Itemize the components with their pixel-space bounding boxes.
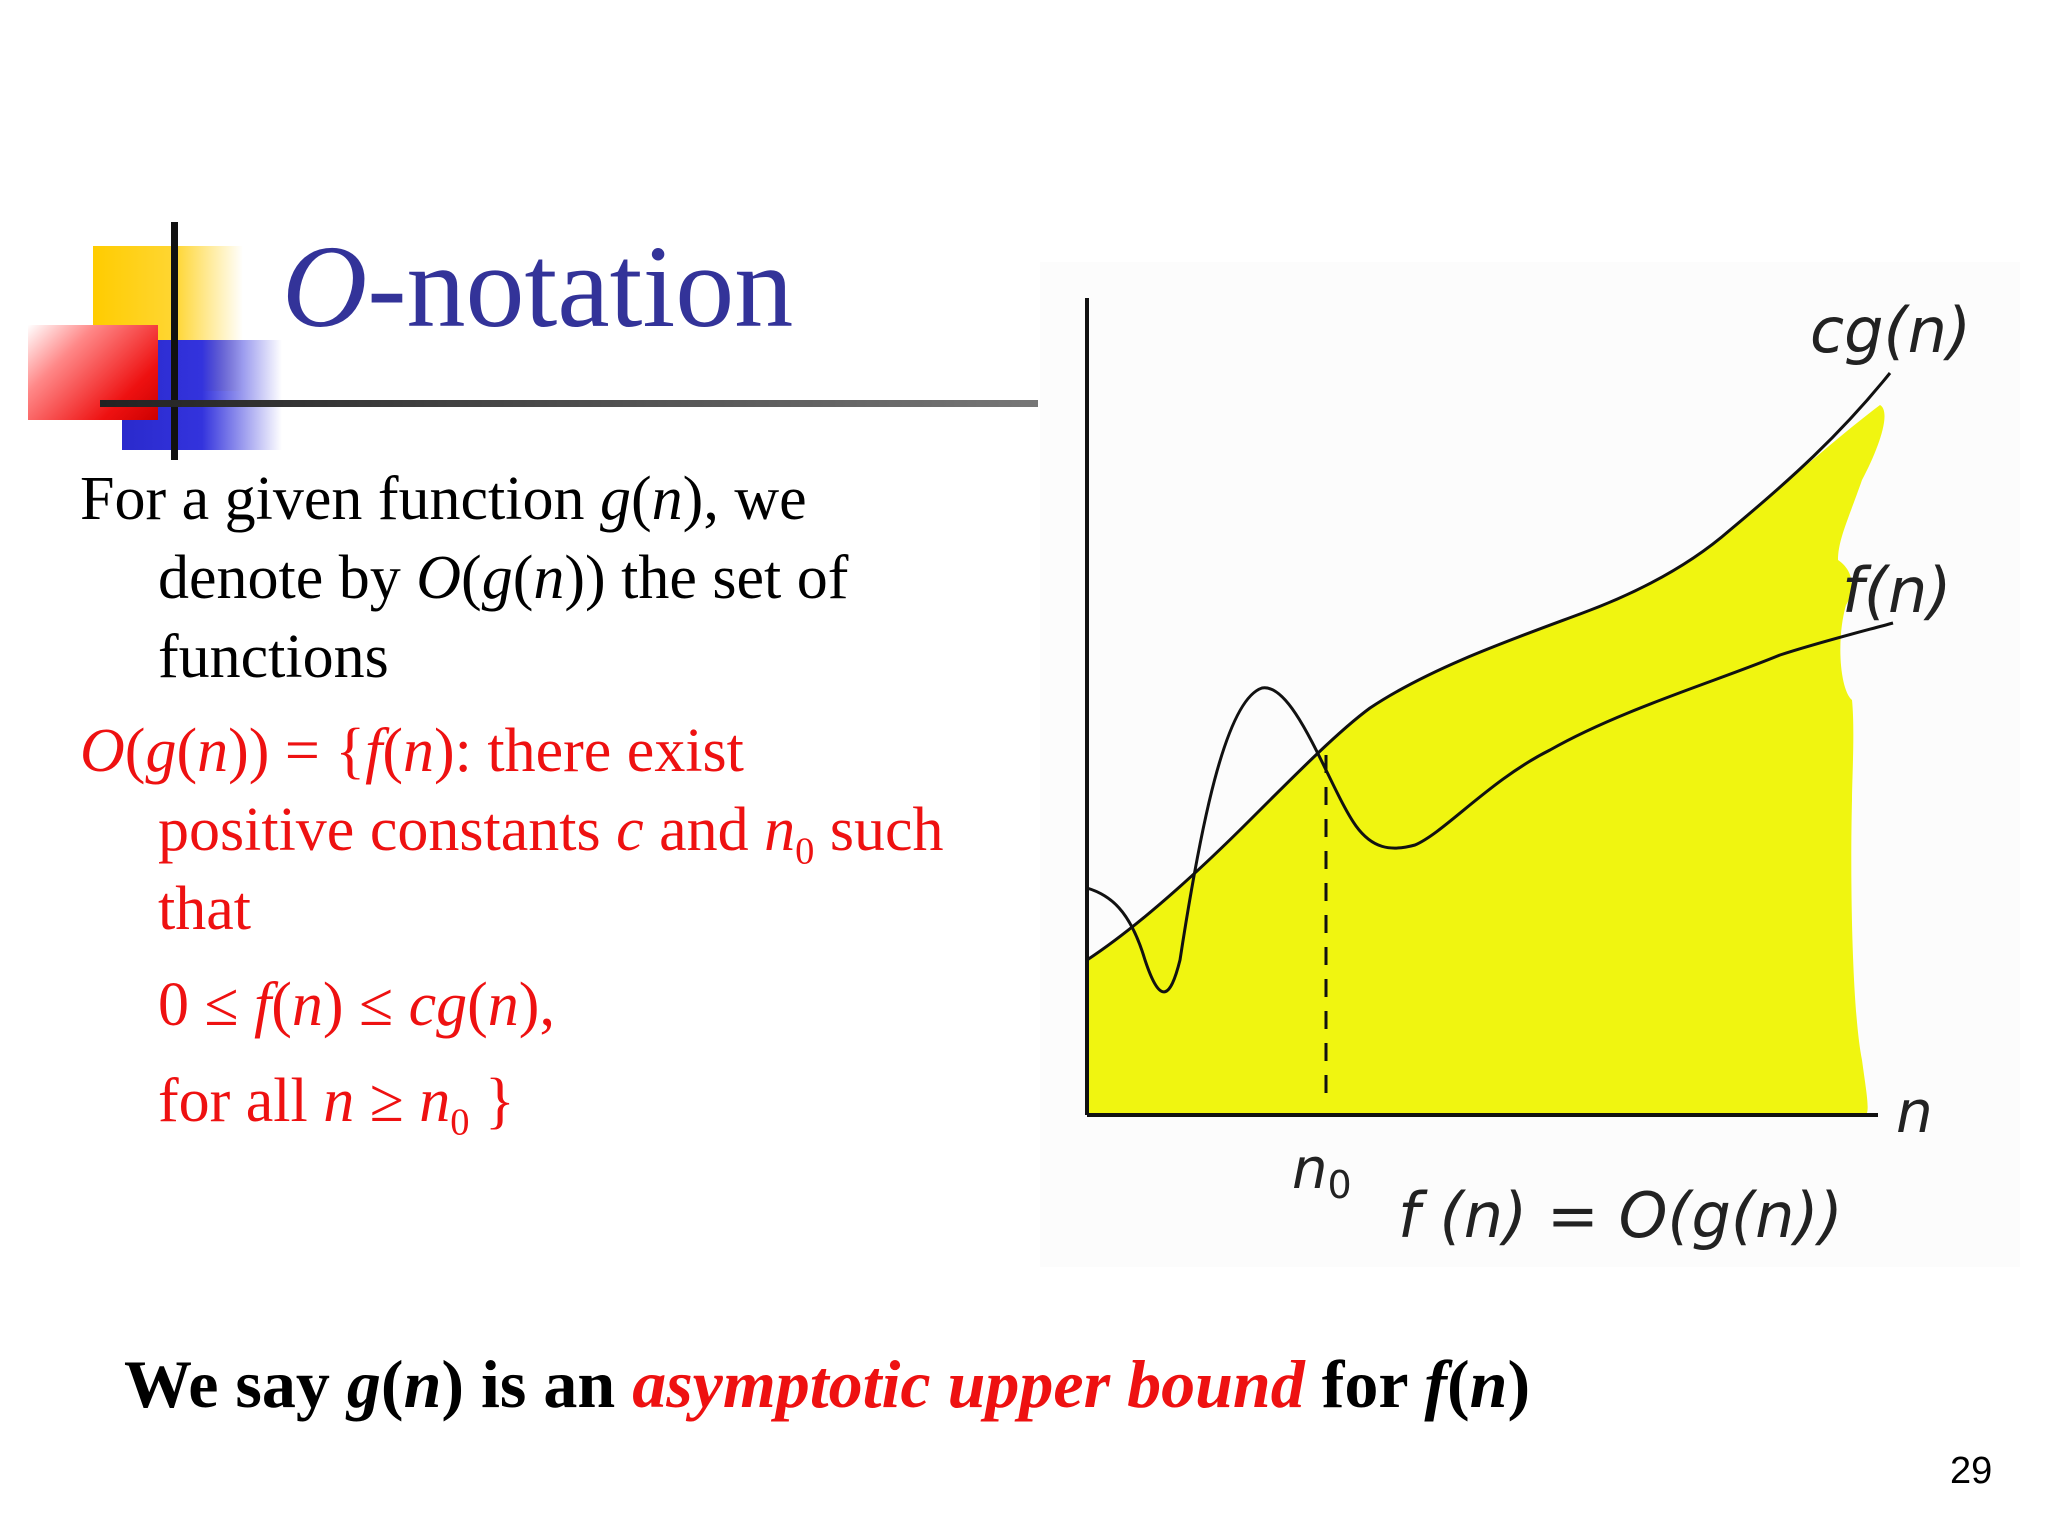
- title-big-o: O: [282, 221, 368, 352]
- definition-line-1: For a given function g(n), we: [80, 465, 807, 533]
- set-definition-inequality: 0 ≤ f(n) ≤ cg(n),: [158, 971, 555, 1039]
- page-number: 29: [1950, 1450, 1993, 1492]
- set-definition-for-all: for all n ≥ n0 }: [158, 1067, 515, 1144]
- big-o-diagram: cg(n) f(n) n n0 f (n) = O(g(n)): [1085, 294, 1971, 1252]
- shaded-region: [1087, 405, 1885, 1115]
- slide-title: O-notation: [282, 228, 793, 346]
- n0-label: n0: [1292, 1137, 1352, 1207]
- f-curve-label: f(n): [1842, 554, 1952, 627]
- conclusion-emphasis: asymptotic upper bound: [632, 1346, 1305, 1422]
- f-curve: [1086, 621, 1894, 994]
- title-rest: -notation: [367, 221, 794, 352]
- deco-vertical-line: [171, 222, 178, 460]
- x-axis-label: n: [1896, 1078, 1933, 1146]
- title-underline: [100, 400, 1038, 407]
- set-definition-line-3: that: [158, 875, 251, 943]
- set-definition-line-2: positive constants c and n0 such: [158, 796, 944, 873]
- big-o-figure: cg(n) f(n) n n0 f (n) = O(g(n)): [1040, 262, 2020, 1267]
- cg-curve: [1086, 372, 1892, 962]
- cg-curve-label: cg(n): [1810, 294, 1971, 367]
- conclusion-statement: We say g(n) is an asymptotic upper bound…: [124, 1346, 1531, 1422]
- definition-line-3: functions: [158, 623, 389, 691]
- set-definition-line-1: O(g(n)) = {f(n): there exist: [80, 717, 744, 785]
- definition-line-2: denote by O(g(n)) the set of: [158, 544, 849, 612]
- figure-equation: f (n) = O(g(n)): [1398, 1179, 1843, 1252]
